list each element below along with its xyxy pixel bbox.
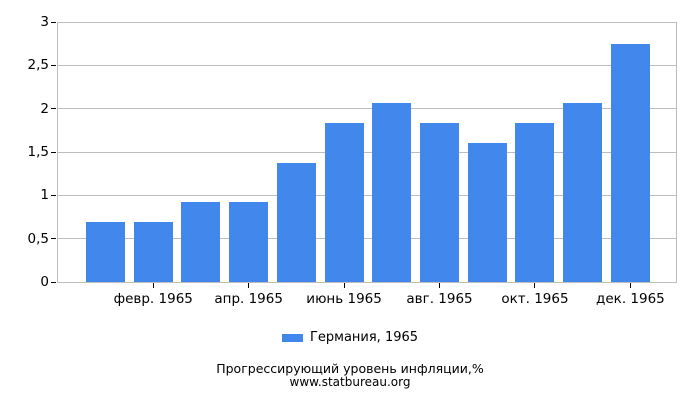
x-tick-label: июнь 1965: [306, 291, 382, 307]
x-tick: [534, 283, 536, 288]
x-tick-label: февр. 1965: [113, 291, 193, 307]
source-url: www.statbureau.org: [289, 375, 411, 389]
bar-month-2: [133, 222, 173, 282]
bar-month-12: [610, 43, 650, 282]
gridline: [57, 21, 677, 23]
bar-month-3: [181, 202, 221, 282]
legend-color-swatch: [281, 334, 303, 342]
x-tick-label: окт. 1965: [501, 291, 569, 307]
plot-area: [57, 21, 677, 283]
chart-footer: Прогрессирующий уровень инфляции,% www.s…: [0, 362, 700, 388]
y-tick: [51, 281, 56, 283]
x-tick-label: авг. 1965: [406, 291, 473, 307]
bar-month-9: [467, 143, 507, 282]
bar-month-7: [372, 103, 412, 282]
bar-month-5: [276, 163, 316, 282]
bar-month-4: [229, 202, 269, 282]
y-tick-label: 1: [40, 187, 49, 204]
bar-month-1: [86, 222, 125, 282]
x-axis-line: [57, 282, 677, 283]
y-tick: [51, 108, 56, 110]
gridline: [57, 64, 677, 66]
x-tick: [439, 283, 441, 288]
y-tick: [51, 194, 56, 196]
x-tick: [343, 283, 345, 288]
y-tick: [51, 64, 56, 66]
y-tick-label: 0,5: [27, 230, 49, 247]
gridline: [57, 151, 677, 153]
x-tick: [248, 283, 250, 288]
y-tick-label: 3: [40, 14, 49, 30]
gridline: [57, 108, 677, 110]
legend-series-label: Германия, 1965: [309, 330, 419, 345]
bar-month-6: [324, 123, 364, 282]
chart-title: Прогрессирующий уровень инфляции,%: [216, 361, 484, 376]
y-axis-line: [57, 22, 58, 283]
y-tick-label: 2,5: [27, 57, 49, 74]
bar-month-8: [420, 123, 460, 282]
plot-right-border: [676, 22, 677, 283]
y-tick-label: 0: [40, 274, 49, 290]
x-tick-label: дек. 1965: [596, 291, 665, 307]
gridline: [57, 238, 677, 240]
y-tick: [51, 151, 56, 153]
x-tick: [629, 283, 631, 288]
y-tick: [51, 21, 56, 23]
y-tick: [51, 238, 56, 240]
bar-month-11: [563, 103, 603, 282]
y-tick-label: 2: [40, 100, 49, 117]
gridline: [57, 194, 677, 196]
legend: Германия, 1965: [0, 330, 700, 346]
y-tick-label: 1,5: [27, 144, 49, 160]
bar-month-10: [515, 123, 555, 282]
x-tick: [152, 283, 154, 288]
x-tick-label: апр. 1965: [214, 291, 283, 307]
